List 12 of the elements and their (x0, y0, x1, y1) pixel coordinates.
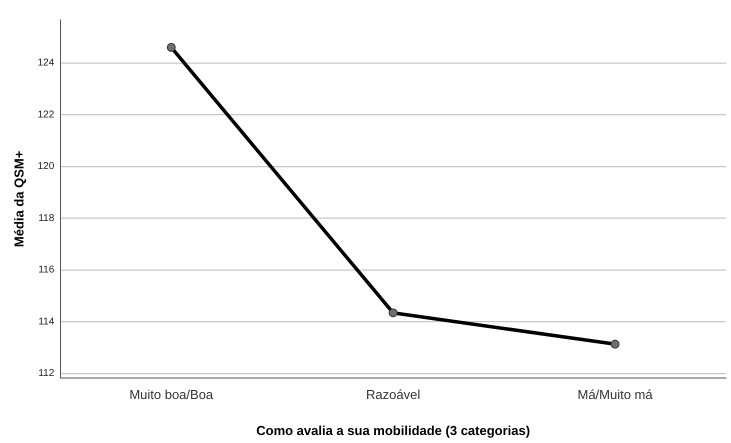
y-tick-label: 124 (38, 58, 55, 69)
y-tick-label: 118 (38, 212, 55, 224)
y-tick-label: 122 (38, 109, 55, 120)
x-tick-label: Má/Muito má (577, 387, 654, 402)
y-axis-title: Média da QSM+ (11, 150, 26, 248)
y-tick-label: 116 (38, 264, 55, 276)
x-tick-label: Razoável (366, 387, 420, 402)
y-tick-label: 120 (38, 161, 55, 172)
x-tick-label: Muito boa/Boa (129, 387, 214, 402)
y-tick-label: 114 (38, 316, 55, 328)
y-tick-label: 112 (38, 368, 55, 380)
x-axis-title: Como avalia a sua mobilidade (3 categorias) (256, 422, 530, 438)
